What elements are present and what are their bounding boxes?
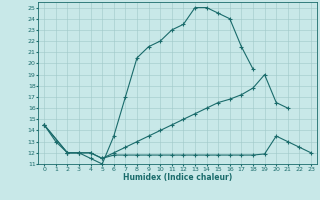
X-axis label: Humidex (Indice chaleur): Humidex (Indice chaleur) [123,173,232,182]
